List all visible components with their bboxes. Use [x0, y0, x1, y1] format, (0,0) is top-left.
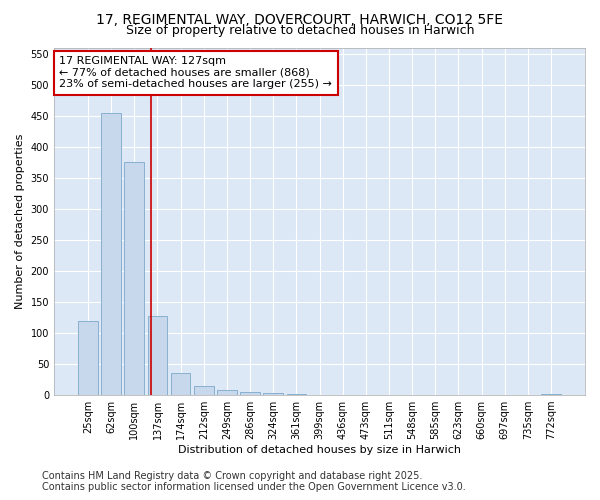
Bar	[171, 374, 190, 395]
Bar	[194, 386, 214, 395]
Y-axis label: Number of detached properties: Number of detached properties	[15, 134, 25, 309]
Bar	[101, 112, 121, 395]
Text: Contains HM Land Registry data © Crown copyright and database right 2025.
Contai: Contains HM Land Registry data © Crown c…	[42, 471, 466, 492]
X-axis label: Distribution of detached houses by size in Harwich: Distribution of detached houses by size …	[178, 445, 461, 455]
Bar	[541, 394, 561, 395]
Bar	[217, 390, 237, 395]
Text: 17, REGIMENTAL WAY, DOVERCOURT, HARWICH, CO12 5FE: 17, REGIMENTAL WAY, DOVERCOURT, HARWICH,…	[97, 12, 503, 26]
Bar	[148, 316, 167, 395]
Bar	[287, 394, 306, 395]
Bar	[78, 320, 98, 395]
Bar	[240, 392, 260, 395]
Text: Size of property relative to detached houses in Harwich: Size of property relative to detached ho…	[126, 24, 474, 37]
Bar	[124, 162, 144, 395]
Bar	[263, 392, 283, 395]
Text: 17 REGIMENTAL WAY: 127sqm
← 77% of detached houses are smaller (868)
23% of semi: 17 REGIMENTAL WAY: 127sqm ← 77% of detac…	[59, 56, 332, 90]
